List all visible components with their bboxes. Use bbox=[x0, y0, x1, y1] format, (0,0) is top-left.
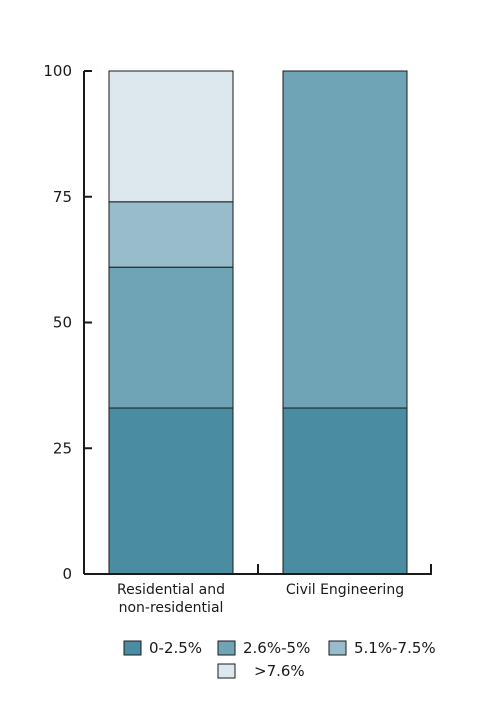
y-tick-label-4: 100 bbox=[43, 62, 72, 80]
legend-label-2: 5.1%-7.5% bbox=[354, 639, 436, 657]
legend-label-3: >7.6% bbox=[254, 662, 305, 680]
y-tick-label-0: 0 bbox=[62, 565, 72, 583]
bar-segment-0-1 bbox=[108, 266, 234, 409]
legend-swatch-0 bbox=[123, 640, 142, 656]
bar-segment-0-2 bbox=[108, 201, 234, 268]
y-tick-label-1: 25 bbox=[53, 439, 72, 457]
bars-group bbox=[108, 70, 408, 575]
legend-swatch-1 bbox=[217, 640, 236, 656]
legend: 0-2.5% 2.6%-5% 5.1%-7.5% >7.6% bbox=[123, 639, 436, 680]
legend-label-0: 0-2.5% bbox=[149, 639, 202, 657]
bar-segment-1-0 bbox=[282, 407, 408, 575]
legend-label-1: 2.6%-5% bbox=[243, 639, 310, 657]
bar-segment-0-0 bbox=[108, 407, 234, 575]
legend-swatch-2 bbox=[328, 640, 347, 656]
axes-group: 0 25 50 75 100 bbox=[43, 62, 432, 583]
category-label-0-0: Residential and bbox=[117, 582, 225, 598]
y-tick-label-3: 75 bbox=[53, 188, 72, 206]
category-label-0-1: non-residential bbox=[119, 600, 224, 616]
bar-segment-0-3 bbox=[108, 70, 234, 203]
bar-segment-1-1 bbox=[282, 70, 408, 409]
category-label-1-0: Civil Engineering bbox=[286, 582, 404, 598]
legend-swatch-3 bbox=[217, 663, 236, 679]
category-labels: Residential and non-residential Civil Engi… bbox=[117, 582, 404, 616]
y-tick-label-2: 50 bbox=[53, 314, 72, 332]
